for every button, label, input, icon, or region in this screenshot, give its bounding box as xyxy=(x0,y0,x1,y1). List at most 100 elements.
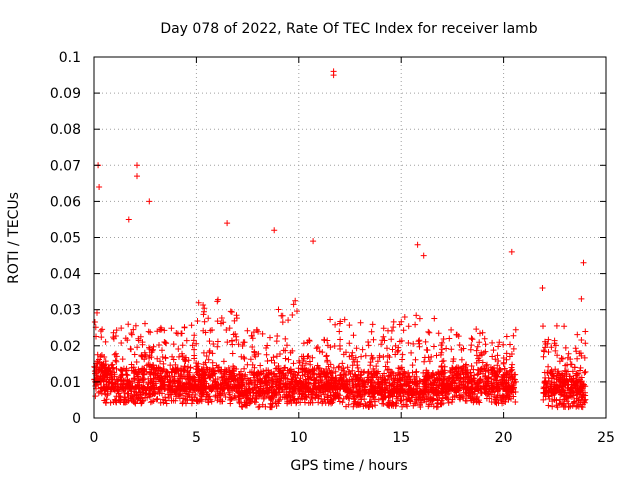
data-point xyxy=(290,371,297,378)
data-point xyxy=(202,359,209,366)
data-point xyxy=(391,377,398,384)
data-point xyxy=(485,374,492,381)
data-point xyxy=(462,364,469,371)
data-point xyxy=(453,364,460,371)
data-point xyxy=(545,363,552,370)
data-point xyxy=(168,368,175,375)
data-point xyxy=(314,344,321,351)
data-point xyxy=(284,342,290,349)
data-point xyxy=(125,321,132,328)
data-point xyxy=(225,375,232,382)
data-point xyxy=(185,357,192,364)
data-point xyxy=(226,325,233,332)
data-point xyxy=(271,387,278,394)
data-point xyxy=(353,384,360,391)
data-point xyxy=(500,341,507,348)
y-tick-label: 0.05 xyxy=(50,231,81,247)
data-point xyxy=(105,365,112,372)
data-point xyxy=(358,396,365,403)
y-tick-label: 0.01 xyxy=(50,375,81,391)
data-point xyxy=(512,389,519,395)
data-point xyxy=(259,401,266,408)
data-point xyxy=(194,318,201,324)
data-point xyxy=(353,402,360,409)
data-point xyxy=(158,375,165,382)
data-point xyxy=(429,370,436,377)
data-point xyxy=(476,377,483,384)
data-point xyxy=(162,397,169,404)
data-point xyxy=(561,323,568,330)
data-point xyxy=(405,395,412,402)
data-point xyxy=(400,327,407,334)
data-point xyxy=(500,372,507,379)
data-point xyxy=(313,345,320,352)
data-point xyxy=(107,370,113,377)
data-point xyxy=(567,403,574,410)
data-point xyxy=(285,356,292,363)
data-point xyxy=(108,381,115,387)
data-point xyxy=(368,379,375,386)
data-point xyxy=(223,327,230,333)
data-point xyxy=(431,315,438,322)
data-point xyxy=(268,376,275,383)
data-point xyxy=(200,370,207,377)
data-point xyxy=(420,252,427,259)
data-point xyxy=(454,331,460,338)
data-point xyxy=(205,399,212,406)
data-point xyxy=(343,372,350,379)
data-point xyxy=(485,390,492,397)
data-point xyxy=(512,399,519,405)
data-point xyxy=(282,355,289,362)
data-point xyxy=(143,368,150,375)
data-point xyxy=(359,346,366,353)
data-point xyxy=(358,353,365,360)
data-point xyxy=(203,389,210,396)
data-point xyxy=(169,365,176,372)
data-point xyxy=(157,384,163,391)
data-point xyxy=(239,373,246,380)
data-point xyxy=(353,345,360,352)
data-point xyxy=(209,350,216,357)
data-point xyxy=(284,367,291,374)
data-point xyxy=(542,379,549,386)
data-point xyxy=(351,398,358,405)
data-point xyxy=(124,383,131,390)
data-point xyxy=(219,398,226,405)
data-point xyxy=(496,339,503,346)
data-point xyxy=(145,390,152,397)
data-point xyxy=(276,379,283,386)
data-point xyxy=(553,322,560,329)
data-point xyxy=(476,339,483,346)
data-point xyxy=(259,387,266,394)
data-point xyxy=(392,402,399,409)
y-tick-label: 0.08 xyxy=(50,122,81,138)
data-point xyxy=(444,376,451,383)
data-point xyxy=(207,327,214,334)
data-point xyxy=(146,370,153,377)
data-point xyxy=(399,351,406,358)
data-point xyxy=(453,384,460,391)
data-point xyxy=(142,353,149,360)
y-tick-label: 0.1 xyxy=(59,50,81,66)
data-point xyxy=(102,361,109,368)
data-point xyxy=(558,355,565,362)
data-point xyxy=(507,341,513,348)
data-point xyxy=(202,329,209,336)
data-point xyxy=(307,361,314,368)
data-point xyxy=(273,338,280,345)
data-point xyxy=(214,343,221,350)
data-point xyxy=(468,335,475,342)
data-point xyxy=(313,366,320,372)
data-point xyxy=(439,346,445,353)
data-point xyxy=(407,398,414,405)
data-point xyxy=(248,332,255,339)
data-point xyxy=(358,368,365,375)
data-point xyxy=(562,362,569,369)
data-point xyxy=(272,399,279,406)
data-point xyxy=(426,358,433,365)
data-point xyxy=(229,374,236,381)
data-point xyxy=(378,341,385,348)
data-point xyxy=(349,349,356,356)
data-point xyxy=(118,325,125,332)
data-point xyxy=(98,352,105,358)
